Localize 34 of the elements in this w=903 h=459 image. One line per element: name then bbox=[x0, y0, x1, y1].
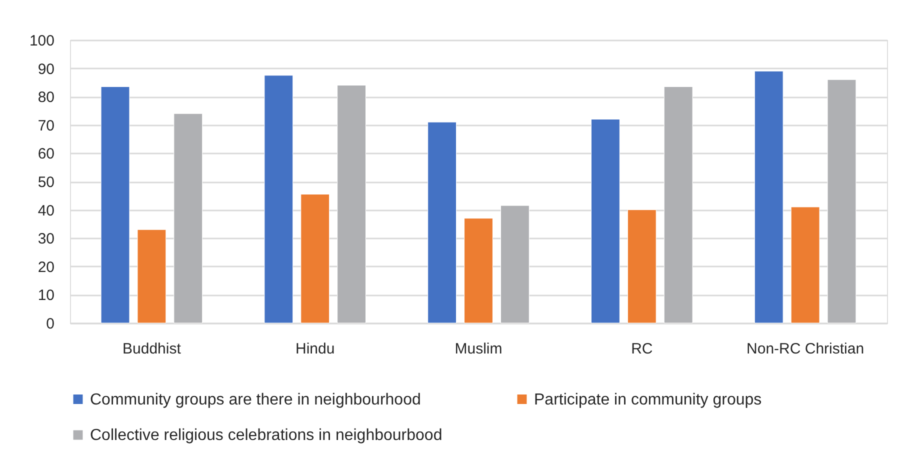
legend-label: Community groups are there in neighbourhood bbox=[90, 391, 421, 408]
bar bbox=[664, 86, 693, 324]
legend-label: Participate in community groups bbox=[534, 391, 762, 408]
bar bbox=[590, 118, 620, 324]
x-tick-label: Non-RC Christian bbox=[746, 340, 864, 358]
bar bbox=[137, 229, 166, 324]
y-tick-label: 30 bbox=[38, 230, 54, 248]
bar bbox=[827, 79, 856, 324]
bar bbox=[754, 70, 784, 324]
y-tick-label: 20 bbox=[38, 258, 54, 276]
y-tick-label: 90 bbox=[38, 60, 54, 78]
x-tick-label: Muslim bbox=[454, 340, 502, 358]
bar bbox=[500, 205, 530, 324]
x-tick-label: Buddhist bbox=[122, 340, 182, 358]
bar bbox=[627, 210, 656, 324]
bar bbox=[100, 86, 130, 324]
bar bbox=[464, 218, 493, 324]
bar bbox=[790, 206, 820, 324]
bar bbox=[300, 194, 330, 324]
y-tick-label: 50 bbox=[38, 174, 54, 191]
y-tick-label: 60 bbox=[38, 146, 54, 163]
y-tick-label: 80 bbox=[38, 89, 54, 106]
y-tick-label: 40 bbox=[38, 202, 54, 220]
bar bbox=[337, 85, 366, 324]
bar bbox=[428, 122, 457, 324]
x-tick-label: RC bbox=[631, 340, 653, 358]
bar bbox=[264, 75, 294, 324]
bar bbox=[174, 113, 203, 324]
x-tick-label: Hindu bbox=[296, 340, 335, 358]
legend-label: Collective religious celebrations in neighbourbood bbox=[90, 427, 442, 444]
y-tick-label: 10 bbox=[38, 287, 54, 304]
y-tick-label: 0 bbox=[46, 316, 54, 332]
y-tick-label: 100 bbox=[29, 32, 54, 50]
y-tick-label: 70 bbox=[38, 117, 54, 134]
